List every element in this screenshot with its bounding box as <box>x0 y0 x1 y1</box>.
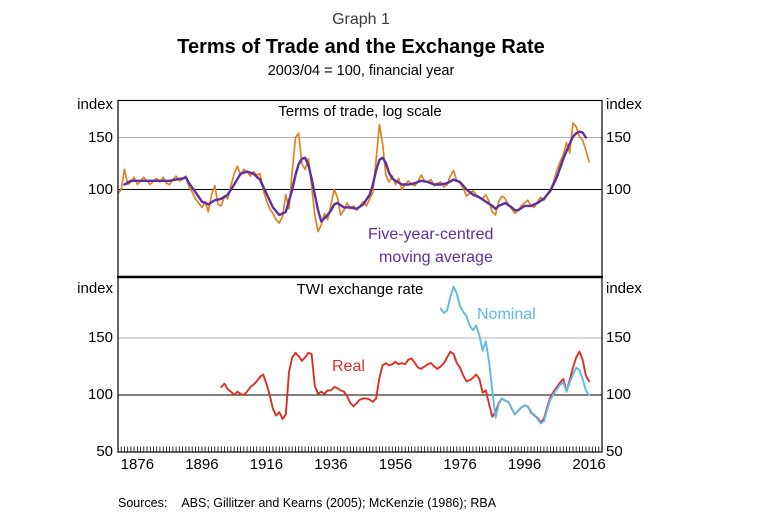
sources-text: ABS; Gillitzer and Kearns (2005); McKenz… <box>181 496 497 510</box>
x-axis-tick-label: 1956 <box>378 456 413 473</box>
bottom-panel-left-tick-label: 100 <box>87 386 113 403</box>
five-year-centred-moving-average-line <box>123 130 588 223</box>
real-series-label: Real <box>332 358 365 375</box>
bottom-panel-left-tick-label: 150 <box>87 329 113 346</box>
x-axis-tick-label: 2016 <box>572 456 606 473</box>
moving-average-label-line1: Five-year-centred <box>368 226 494 243</box>
top-panel-right-tick-label: 150 <box>606 128 632 146</box>
x-axis-tick-label: 1936 <box>314 456 348 473</box>
bottom-panel-right-tick-label: 150 <box>606 329 632 346</box>
subtitle: 2003/04 = 100, financial year <box>267 63 455 79</box>
nominal-line <box>439 285 591 425</box>
x-axis-tick-label: 1896 <box>185 456 219 473</box>
x-axis-tick-label: 1876 <box>120 456 155 473</box>
moving-average-label-line2: moving average <box>379 249 493 266</box>
nominal-series-label: Nominal <box>477 306 536 323</box>
bottom-panel-right-tick-label: 50 <box>606 443 623 460</box>
sources-line: Sources: ABS; Gillitzer and Kearns (2005)… <box>118 496 496 510</box>
real-line <box>220 350 591 424</box>
top-right-unit-label: index <box>606 96 642 113</box>
top-panel-left-tick-label: 150 <box>87 128 113 146</box>
bottom-panel-right-tick-label: 100 <box>606 386 632 403</box>
bottom-right-unit-label: index <box>606 280 642 297</box>
page-title: Terms of Trade and the Exchange Rate <box>177 36 545 58</box>
year-minor-ticks <box>120 446 600 452</box>
graph-number: Graph 1 <box>332 11 390 28</box>
header: Graph 1 Terms of Trade and the Exchange … <box>0 11 722 79</box>
x-axis-tick-label: 1976 <box>443 456 477 473</box>
bottom-panel-title: TWI exchange rate <box>296 281 424 298</box>
x-axis-tick-label: 1996 <box>507 456 542 473</box>
bottom-left-unit-label: index <box>77 280 113 297</box>
top-panel-title: Terms of trade, log scale <box>278 103 442 120</box>
terms-of-trade-line <box>117 122 590 233</box>
top-panel-left-tick-label: 100 <box>87 180 113 198</box>
sources-label: Sources: <box>118 496 168 510</box>
top-left-unit-label: index <box>77 96 113 113</box>
bottom-panel-left-tick-label: 50 <box>96 443 113 460</box>
top-panel-right-tick-label: 100 <box>606 180 632 198</box>
x-axis-tick-label: 1916 <box>249 456 284 473</box>
